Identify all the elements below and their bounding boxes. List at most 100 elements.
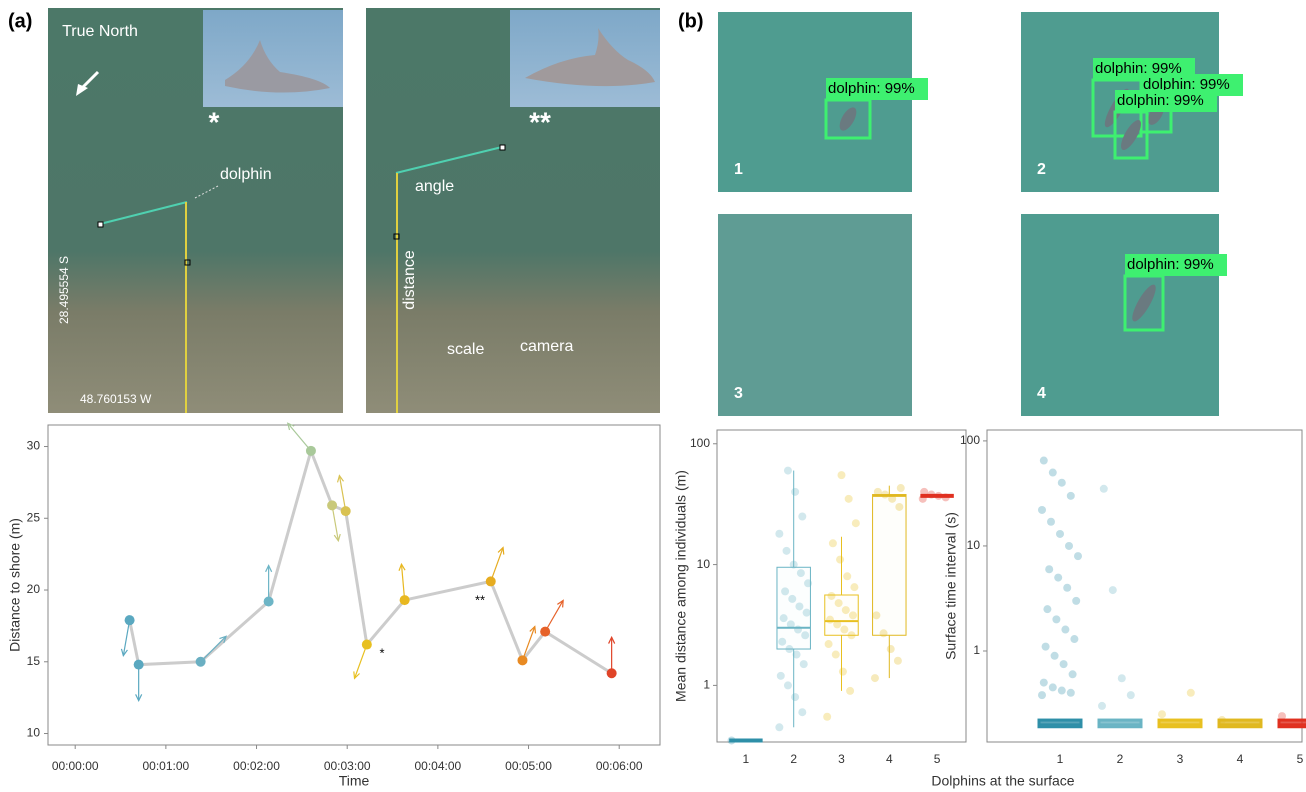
panel-label: (b) (678, 10, 704, 32)
jitter-point (1049, 683, 1057, 691)
y-tick-label: 25 (27, 510, 41, 524)
latitude: 28.495554 S (57, 256, 71, 324)
photo-label: camera (520, 338, 573, 355)
image-number: 3 (734, 385, 743, 402)
image-number: 1 (734, 161, 743, 178)
plot-area (987, 430, 1302, 742)
jitter-point (1158, 710, 1166, 718)
y-tick-label: 15 (27, 654, 41, 668)
jitter-point (838, 471, 846, 479)
box (1219, 720, 1261, 727)
jitter-point (846, 687, 854, 695)
jitter-point (1040, 457, 1048, 465)
annotation: ** (475, 592, 485, 607)
image-number: 2 (1037, 161, 1046, 178)
photo-marker: * (209, 106, 220, 137)
jitter-point (1060, 660, 1068, 668)
point (517, 655, 527, 665)
jitter-point (798, 513, 806, 521)
point (134, 660, 144, 670)
jitter-point (1038, 506, 1046, 514)
jitter-point (784, 681, 792, 689)
image-number: 4 (1037, 385, 1046, 402)
annotation: * (379, 645, 384, 660)
jitter-point (1049, 469, 1057, 477)
jitter-point (1100, 485, 1108, 493)
jitter-point (791, 693, 799, 701)
jitter-point (1069, 670, 1077, 678)
jitter-point (1054, 574, 1062, 582)
box (825, 595, 858, 635)
y-axis-title: Mean distance among individuals (m) (673, 470, 689, 702)
y-tick-label: 30 (27, 439, 41, 453)
jitter-point (1040, 679, 1048, 687)
x-tick-label: 00:06:00 (596, 759, 643, 773)
box (1039, 720, 1081, 727)
photo-label: distance (401, 250, 418, 310)
jitter-point (775, 530, 783, 538)
jitter-point (825, 640, 833, 648)
point (264, 597, 274, 607)
y-tick-label: 10 (697, 557, 711, 571)
x-tick-label: 5 (1297, 752, 1304, 766)
jitter-point (1045, 565, 1053, 573)
y-tick-label: 10 (27, 726, 41, 740)
photo: True North 28.495554 S 48.760153 W * dol… (48, 8, 343, 413)
image (718, 214, 912, 416)
x-tick-label: 00:01:00 (143, 759, 190, 773)
jitter-point (1042, 643, 1050, 651)
x-tick-label: 00:00:00 (52, 759, 99, 773)
jitter-point (894, 657, 902, 665)
figure: (a) True North 28.495554 S 48.760153 W *… (0, 0, 1306, 792)
x-axis-title: Dolphins at the surface (931, 773, 1074, 789)
jitter-point (1056, 530, 1064, 538)
photo-label: scale (447, 341, 484, 358)
x-tick-label: 00:03:00 (324, 759, 371, 773)
x-tick-label: 5 (934, 752, 941, 766)
point (400, 595, 410, 605)
jitter-point (850, 583, 858, 591)
x-axis-title: Time (339, 773, 370, 789)
jitter-point (832, 651, 840, 659)
panel-label: (a) (8, 10, 32, 32)
jitter-point (800, 660, 808, 668)
y-tick-label: 1 (973, 643, 980, 657)
jitter-point (1072, 597, 1080, 605)
photo: ** angle distance scale camera (366, 8, 660, 413)
detection-label: dolphin: 99% (1127, 256, 1214, 273)
point (486, 576, 496, 586)
photo-label: angle (415, 178, 454, 195)
box (1099, 720, 1141, 727)
point (607, 668, 617, 678)
jitter-point (836, 556, 844, 564)
box (1279, 720, 1306, 727)
x-tick-label: 3 (838, 752, 845, 766)
point (341, 506, 351, 516)
jitter-point (1098, 702, 1106, 710)
x-tick-label: 2 (790, 752, 797, 766)
photo-label: dolphin (220, 166, 272, 183)
y-tick-label: 1 (703, 678, 710, 692)
jitter-point (839, 668, 847, 676)
point (327, 500, 337, 510)
jitter-point (775, 723, 783, 731)
jitter-point (1051, 652, 1059, 660)
jitter-point (871, 674, 879, 682)
x-tick-label: 00:05:00 (505, 759, 552, 773)
jitter-point (897, 484, 905, 492)
jitter-point (1038, 691, 1046, 699)
jitter-point (1067, 492, 1075, 500)
y-axis-title: Distance to shore (m) (7, 518, 23, 652)
point (362, 640, 372, 650)
jitter-point (784, 467, 792, 475)
image (718, 12, 912, 192)
longitude: 48.760153 W (80, 392, 152, 406)
x-tick-label: 00:02:00 (233, 759, 280, 773)
jitter-point (1058, 687, 1066, 695)
jitter-point (1058, 479, 1066, 487)
x-tick-label: 00:04:00 (415, 759, 462, 773)
jitter-point (1063, 584, 1071, 592)
jitter-point (1074, 552, 1082, 560)
jitter-point (1127, 691, 1135, 699)
